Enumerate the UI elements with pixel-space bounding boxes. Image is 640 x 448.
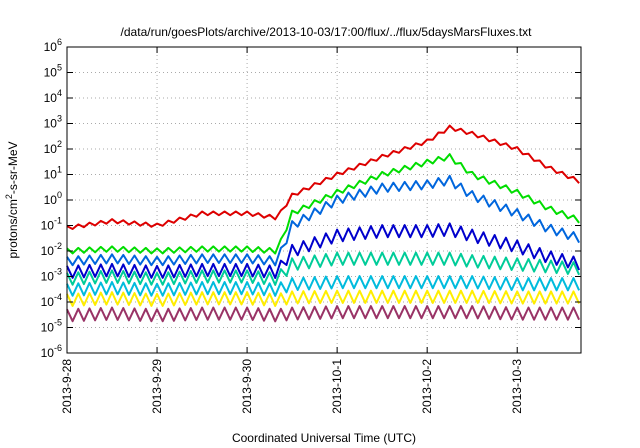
x-tick-label: 2013-10-3 xyxy=(510,359,524,414)
series-line xyxy=(66,275,581,297)
series-line xyxy=(66,174,580,267)
x-tick-labels: 2013-9-28 2013-9-29 2013-9-30 2013-10-1 2013… xyxy=(60,359,524,414)
series-group xyxy=(66,124,581,323)
y-tick-label: 104 xyxy=(44,88,62,105)
ticks xyxy=(66,46,581,354)
series-line xyxy=(66,251,581,286)
y-tick-label: 101 xyxy=(44,165,62,182)
series-line xyxy=(66,289,581,307)
x-tick-label: 2013-9-28 xyxy=(60,359,74,414)
y-tick-label: 106 xyxy=(44,37,62,54)
y-tick-labels: 10-6 10-5 10-4 10-3 10-2 10-1 100 101 102 103 104 1… xyxy=(41,37,62,360)
y-tick-label: 10-3 xyxy=(41,267,62,284)
grid xyxy=(67,47,581,353)
series-line xyxy=(66,222,581,279)
y-axis-title: protons/cm2-s-sr-MeV xyxy=(4,141,20,258)
series-line xyxy=(66,153,580,255)
y-tick-label: 10-2 xyxy=(41,241,62,258)
y-tick-label: 100 xyxy=(44,190,62,207)
y-tick-label: 103 xyxy=(44,114,62,131)
y-axis-title-sup: 2 xyxy=(4,194,14,199)
series-line xyxy=(66,305,581,323)
x-axis-title: Coordinated Universal Time (UTC) xyxy=(232,431,416,445)
x-tick-label: 2013-10-1 xyxy=(330,359,344,414)
y-tick-label: 102 xyxy=(44,139,62,156)
chart-title: /data/run/goesPlots/archive/2013-10-03/1… xyxy=(121,25,533,39)
y-axis-title-prefix: protons/cm xyxy=(6,199,20,258)
y-tick-label: 105 xyxy=(44,63,62,80)
y-tick-label: 10-1 xyxy=(41,216,62,233)
y-tick-label: 10-4 xyxy=(41,292,62,309)
x-tick-label: 2013-9-29 xyxy=(150,359,164,414)
y-tick-label: 10-5 xyxy=(41,318,62,335)
x-tick-label: 2013-9-30 xyxy=(240,359,254,414)
y-axis-title-suffix: -s-sr-MeV xyxy=(6,141,20,194)
series-line xyxy=(66,124,580,230)
y-tick-label: 10-6 xyxy=(41,343,62,360)
x-tick-label: 2013-10-2 xyxy=(420,359,434,414)
